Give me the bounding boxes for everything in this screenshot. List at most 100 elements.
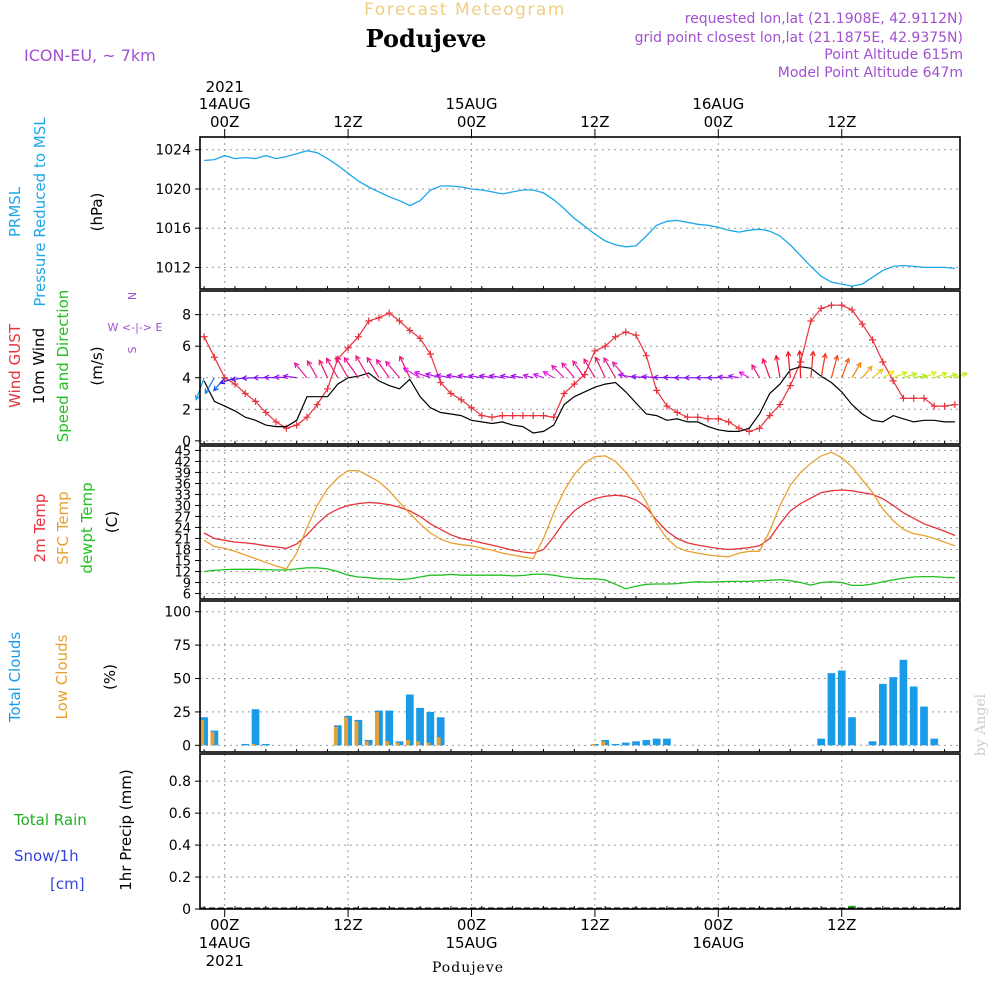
- gust-marker: [530, 412, 537, 419]
- total-clouds-bar: [262, 744, 270, 745]
- low-clouds-bar: [427, 743, 431, 746]
- gust-marker: [489, 414, 496, 421]
- total-clouds-bar: [920, 707, 928, 746]
- y-tick-label: 100: [164, 605, 191, 621]
- wind-unit: (m/s): [88, 346, 106, 385]
- y-tick-label: 6: [182, 339, 191, 355]
- low-clouds-label: Low Clouds: [53, 634, 71, 719]
- y-tick-label: 1020: [155, 182, 191, 198]
- y-tick-label: 8: [182, 308, 191, 324]
- panel-frame: [200, 754, 960, 909]
- bottom-date-label: 14AUG: [199, 934, 251, 952]
- y-tick-label: 2: [182, 402, 191, 418]
- low-clouds-bar: [437, 737, 441, 745]
- total-clouds-label: Total Clouds: [6, 632, 24, 724]
- total-clouds-bar: [828, 673, 836, 745]
- total-clouds-bar: [930, 739, 938, 746]
- top-tick-label: 00Z: [704, 113, 733, 131]
- total-clouds-bar: [632, 741, 640, 745]
- compass-s: S: [126, 346, 139, 353]
- gust-marker: [591, 347, 598, 354]
- low-clouds-bar: [344, 717, 348, 745]
- wind-arrow: [295, 363, 307, 378]
- dewpoint-line: [204, 568, 955, 589]
- bottom-tick-label: 12Z: [827, 916, 856, 934]
- total-rain-label: Total Rain: [13, 811, 87, 829]
- gust-marker: [838, 302, 845, 309]
- low-clouds-bar: [396, 743, 400, 746]
- t2m-label: 2m Temp: [31, 494, 49, 563]
- snow-unit-label: [cm]: [50, 875, 85, 893]
- y-tick-label: 0: [182, 902, 191, 918]
- direction-label: Speed and Direction: [54, 290, 72, 443]
- gust-marker: [694, 414, 701, 421]
- gust-marker: [499, 412, 506, 419]
- top-tick-label: 12Z: [333, 113, 362, 131]
- gust-marker: [890, 377, 897, 384]
- bottom-tick-label: 12Z: [580, 916, 609, 934]
- gust-marker: [653, 387, 660, 394]
- gust-marker: [633, 332, 640, 339]
- y-tick-label: 0.6: [169, 806, 191, 822]
- gust-marker: [519, 412, 526, 419]
- low-clouds-bar: [416, 741, 420, 745]
- low-clouds-bar: [406, 740, 410, 745]
- wind-arrow: [400, 356, 410, 377]
- gust-label: Wind GUST: [6, 323, 24, 408]
- gust-marker: [365, 317, 372, 324]
- total-clouds-bar: [416, 708, 424, 745]
- gust-marker: [324, 385, 331, 392]
- y-tick-label: 4: [182, 371, 191, 387]
- low-clouds-bar: [591, 744, 595, 745]
- gust-marker: [427, 351, 434, 358]
- total-clouds-bar: [889, 677, 897, 745]
- compass-n: N: [126, 292, 139, 300]
- panel-precip: 00.20.40.60.8: [169, 754, 960, 918]
- y-tick-label: 0.4: [169, 838, 191, 854]
- total-clouds-bar: [848, 717, 856, 745]
- dewpoint-label: dewpt Temp: [78, 482, 96, 573]
- tsfc-line: [204, 452, 955, 569]
- low-clouds-bar: [365, 741, 369, 745]
- y-tick-label: 25: [173, 705, 191, 721]
- pressure-unit: (hPa): [88, 193, 106, 232]
- total-clouds-bar: [869, 741, 877, 745]
- total-clouds-bar: [427, 712, 435, 745]
- bottom-date-label: 15AUG: [446, 934, 498, 952]
- watermark: by Angel: [973, 693, 989, 756]
- panel-frame: [200, 601, 960, 752]
- total-clouds-bar: [252, 709, 260, 745]
- wind-label: 10m Wind: [30, 328, 48, 404]
- top-date-label: 16AUG: [692, 95, 744, 113]
- gust-marker: [674, 409, 681, 416]
- top-date-label: 14AUG: [199, 95, 251, 113]
- temp-unit: (C): [103, 511, 121, 533]
- total-clouds-bar: [612, 744, 620, 745]
- wind-arrow: [308, 361, 318, 378]
- top-tick-label: 12Z: [580, 113, 609, 131]
- low-clouds-bar: [252, 744, 256, 745]
- requested-coords: requested lon,lat (21.1908E, 42.9112N): [685, 11, 963, 27]
- bottom-year-label: 2021: [206, 952, 244, 970]
- gust-marker: [201, 333, 208, 340]
- pressure-label-2: Pressure Reduced to MSL: [31, 117, 49, 307]
- wind-arrow: [562, 363, 574, 378]
- snow-label: Snow/1h: [14, 847, 79, 865]
- gridpoint-coords: grid point closest lon,lat (21.1875E, 42…: [635, 30, 963, 46]
- wind-arrow: [573, 361, 585, 378]
- pressure-label-1: PRMSL: [6, 186, 24, 237]
- point-altitude: Point Altitude 615m: [824, 47, 963, 63]
- gust-marker: [725, 418, 732, 425]
- total-clouds-bar: [406, 695, 414, 746]
- gust-marker: [509, 412, 516, 419]
- gust-marker: [643, 352, 650, 359]
- low-clouds-bar: [200, 720, 204, 745]
- time-axis: 00Z14AUG202100Z14AUG202112Z12Z00Z15AUG00…: [199, 78, 857, 970]
- bottom-tick-label: 12Z: [333, 916, 362, 934]
- total-clouds-bar: [838, 670, 846, 745]
- y-tick-label: 50: [173, 672, 191, 688]
- gust-marker: [787, 382, 794, 389]
